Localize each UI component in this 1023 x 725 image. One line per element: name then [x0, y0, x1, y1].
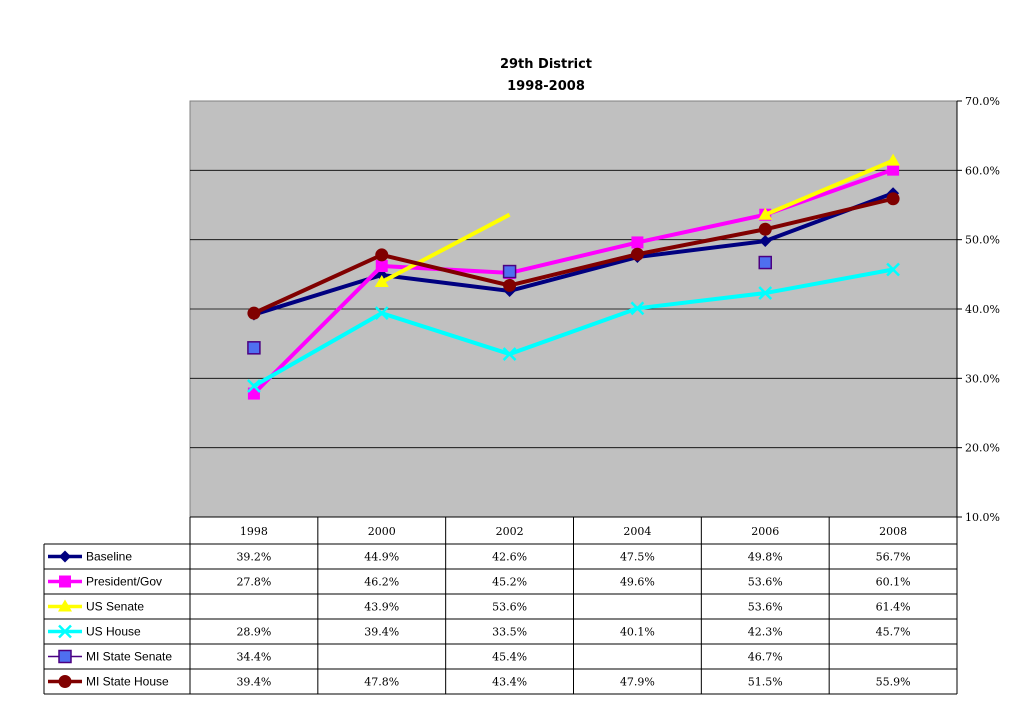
legend-key	[48, 550, 82, 563]
data-label: 49.6%	[620, 576, 655, 589]
x-tick-label: 2000	[368, 525, 396, 538]
series-mi-state-house	[247, 192, 900, 320]
chart-subtitle: 1998-2008	[507, 79, 585, 94]
legend-marker	[59, 575, 71, 588]
data-label: 61.4%	[876, 601, 911, 614]
legend-label: MI State Senate	[86, 650, 172, 664]
data-label: 49.8%	[748, 551, 783, 564]
legend-marker	[59, 550, 71, 563]
series-us-house	[247, 262, 900, 393]
legend-marker	[58, 649, 72, 664]
series-mi-state-senate	[247, 255, 772, 355]
data-label: 43.4%	[492, 676, 527, 689]
y-tick-label: 40.0%	[965, 303, 1000, 316]
data-point	[887, 163, 900, 176]
data-point	[758, 222, 772, 236]
data-label: 46.2%	[364, 576, 399, 589]
y-tick-label: 50.0%	[965, 234, 1000, 247]
data-label: 34.4%	[236, 651, 271, 664]
data-point	[247, 341, 261, 355]
y-tick-label: 30.0%	[965, 372, 1000, 385]
data-label: 33.5%	[492, 626, 527, 639]
y-tick-label: 20.0%	[965, 442, 1000, 455]
x-tick-label: 2006	[751, 525, 779, 538]
data-point	[886, 262, 900, 277]
data-label: 45.7%	[876, 626, 911, 639]
legend-label: President/Gov	[86, 575, 162, 589]
data-label: 47.9%	[620, 676, 655, 689]
data-point	[247, 379, 261, 393]
legend-key	[48, 624, 82, 639]
legend-label: US Senate	[86, 600, 144, 614]
data-point	[247, 306, 261, 320]
data-label: 39.4%	[236, 676, 271, 689]
data-label: 44.9%	[364, 551, 399, 564]
data-label: 42.3%	[748, 626, 783, 639]
data-point	[759, 235, 772, 248]
data-label: 45.2%	[492, 576, 527, 589]
series-line	[764, 158, 894, 217]
data-label: 60.1%	[876, 576, 911, 589]
legend-marker	[58, 599, 72, 612]
x-tick-label: 2004	[623, 525, 651, 538]
series-line	[253, 196, 894, 315]
legend-marker	[58, 675, 72, 688]
data-point	[630, 247, 644, 261]
series-us-senate	[374, 153, 901, 287]
data-point	[502, 347, 517, 361]
data-label: 43.9%	[364, 601, 399, 614]
data-label: 53.6%	[492, 601, 527, 614]
data-point	[631, 236, 644, 249]
data-label: 46.7%	[748, 651, 783, 664]
data-label: 27.8%	[236, 576, 271, 589]
legend-label: US House	[86, 625, 141, 639]
legend-marker	[58, 624, 72, 639]
data-point	[630, 301, 645, 316]
data-label: 42.6%	[492, 551, 527, 564]
legend-key	[48, 675, 82, 688]
data-label: 39.2%	[236, 551, 271, 564]
y-tick-label: 10.0%	[965, 511, 1000, 524]
data-point	[374, 274, 389, 287]
series-line	[253, 191, 894, 317]
data-point	[758, 286, 773, 300]
data-label: 53.6%	[748, 601, 783, 614]
data-point	[502, 264, 517, 279]
data-point	[886, 153, 901, 166]
data-point	[374, 306, 389, 321]
data-point	[886, 192, 900, 206]
chart-title: 29th District	[500, 57, 592, 72]
legend-key	[48, 575, 82, 588]
x-tick-label: 2002	[496, 525, 524, 538]
data-label: 51.5%	[748, 676, 783, 689]
data-label: 53.6%	[748, 576, 783, 589]
data-point	[375, 260, 388, 273]
x-tick-label: 1998	[240, 525, 268, 538]
x-tick-label: 2008	[879, 525, 907, 538]
data-point	[503, 278, 517, 292]
series-line	[252, 267, 894, 388]
legend-label: MI State House	[86, 675, 169, 689]
legend-key	[48, 599, 82, 612]
data-label: 47.8%	[364, 676, 399, 689]
y-tick-label: 70.0%	[965, 95, 1000, 108]
data-label: 55.9%	[876, 676, 911, 689]
data-point	[758, 207, 773, 220]
data-label: 40.1%	[620, 626, 655, 639]
y-tick-label: 60.0%	[965, 164, 1000, 177]
data-point	[758, 255, 772, 270]
series-line	[380, 212, 511, 284]
data-label: 39.4%	[364, 626, 399, 639]
data-label: 47.5%	[620, 551, 655, 564]
data-point	[375, 248, 389, 262]
legend-label: Baseline	[86, 550, 132, 564]
data-label: 56.7%	[876, 551, 911, 564]
data-label: 45.4%	[492, 651, 527, 664]
data-label: 28.9%	[236, 626, 271, 639]
legend-key	[48, 649, 82, 664]
